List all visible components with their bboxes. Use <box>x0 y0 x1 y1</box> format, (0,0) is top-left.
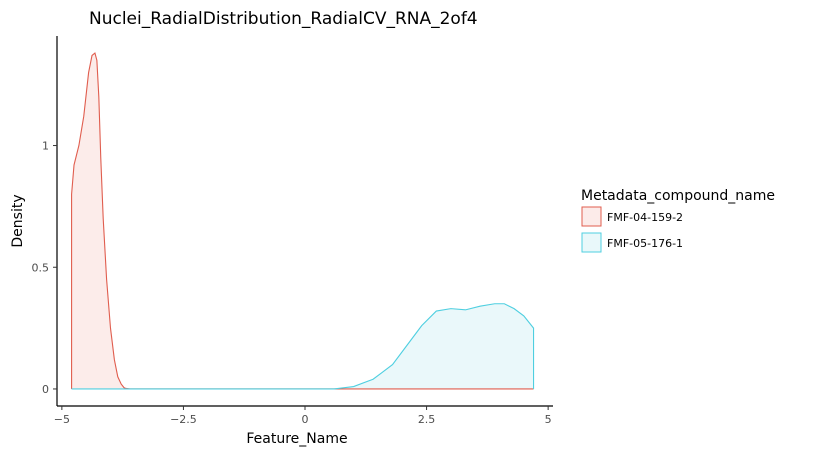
y-tick-label: 1 <box>42 140 49 153</box>
series-2-density-area <box>71 303 534 389</box>
y-tick-label: 0.5 <box>32 261 50 274</box>
x-tick-label: 2.5 <box>418 413 436 426</box>
x-axis-ticks: −5 −2.5 0 2.5 5 <box>54 406 552 426</box>
plot-area <box>71 52 535 390</box>
x-tick-label: 0 <box>302 413 309 426</box>
x-tick-label: −5 <box>54 413 70 426</box>
x-tick-label: 5 <box>545 413 552 426</box>
y-axis-ticks: 00.51 <box>32 140 57 396</box>
series-2-density-line <box>71 303 535 390</box>
legend: Metadata_compound_name FMF-04-159-2FMF-0… <box>581 188 775 253</box>
legend-label: FMF-04-159-2 <box>607 211 683 224</box>
x-axis-title: Feature_Name <box>246 431 347 447</box>
y-axis-title: Density <box>10 194 26 247</box>
legend-title: Metadata_compound_name <box>581 188 775 204</box>
legend-label: FMF-05-176-1 <box>607 237 683 250</box>
legend-items: FMF-04-159-2 FMF-05-176-1 <box>581 206 683 253</box>
legend-swatch <box>581 206 602 227</box>
legend-swatch <box>581 232 602 253</box>
x-tick-label: −2.5 <box>170 413 197 426</box>
chart-title: Nuclei_RadialDistribution_RadialCV_RNA_2… <box>89 9 478 29</box>
y-tick-label: 0 <box>42 383 49 396</box>
